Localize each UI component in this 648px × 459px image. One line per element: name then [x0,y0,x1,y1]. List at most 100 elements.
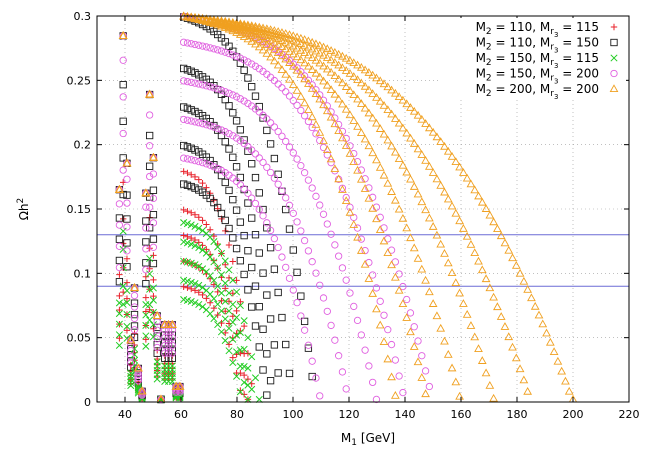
data-point [123,175,131,183]
data-point [312,192,320,200]
data-point [183,104,192,113]
data-point [262,49,272,57]
legend-background [440,18,626,100]
data-point [247,27,257,36]
data-point [123,322,131,330]
data-point [304,344,313,352]
data-point [187,78,195,87]
data-point [360,65,370,74]
data-point [515,268,525,277]
data-point [387,260,396,269]
data-point [222,285,229,292]
data-point [274,80,282,88]
data-point [251,39,260,48]
data-point [145,203,154,211]
data-point [440,187,449,196]
data-point [413,110,423,119]
data-point [369,378,377,387]
data-point [130,322,139,330]
data-point [202,43,210,51]
data-point [440,336,449,345]
data-point [183,155,192,163]
data-point [217,328,226,336]
data-point [198,42,207,50]
data-point [326,85,336,93]
data-point [356,62,366,71]
data-point [210,197,218,204]
data-point [251,150,260,158]
data-point [341,141,351,149]
data-point [266,377,275,385]
data-point [259,158,267,167]
data-point [477,356,487,364]
data-point [331,114,339,122]
data-point [188,234,195,242]
data-point [409,182,419,190]
data-point [300,74,309,83]
data-point [217,126,226,134]
legend-label-part: = 200 [558,67,599,81]
data-point [206,161,214,169]
data-point [195,71,203,79]
data-point [229,109,237,117]
data-point [214,321,222,329]
data-point [342,276,350,284]
data-point [183,220,191,228]
data-point [115,200,124,208]
data-point [187,117,195,125]
data-point [164,334,173,342]
data-point [199,217,206,224]
data-point [443,146,453,155]
x-tick-label: 60 [174,408,188,421]
data-point [263,350,271,358]
data-point [285,34,294,43]
data-point [353,75,362,83]
data-point [240,56,248,64]
data-point [406,309,415,317]
legend-label-part: = 115 [558,20,599,34]
data-point [180,154,188,162]
data-point [402,223,412,232]
data-point [146,254,154,263]
data-point [222,307,229,315]
data-point [349,116,359,124]
data-point [402,167,412,176]
legend-label: M2 = 200, Mr3 = 200 [476,82,599,101]
data-point [134,386,142,394]
legend-label-part: 2 [486,43,492,53]
data-point [214,300,222,308]
data-point [213,20,223,29]
data-point [229,47,237,55]
data-point [123,255,131,263]
data-point [285,46,294,55]
data-point [191,261,199,269]
data-point [225,289,233,297]
data-point [417,150,427,158]
data-point [330,71,340,79]
data-point [364,85,374,94]
data-point [150,325,157,332]
data-point [319,100,328,109]
data-point [308,184,316,192]
data-point [149,211,158,219]
data-point [266,168,275,177]
data-point [277,28,287,36]
data-point [164,331,173,339]
data-point [282,137,290,146]
data-point [206,83,214,91]
data-point [372,284,381,292]
x-tick-label: 180 [507,408,528,421]
data-point [184,233,191,240]
data-point [127,382,135,390]
data-point [364,141,374,150]
data-point [266,315,275,323]
data-point [421,155,430,164]
legend-label-part: M [476,67,486,81]
data-point [248,83,256,91]
data-point [455,162,464,171]
data-point [410,323,418,331]
data-point [470,248,480,257]
data-point [500,238,510,247]
data-point [285,225,294,233]
data-point [292,65,302,74]
